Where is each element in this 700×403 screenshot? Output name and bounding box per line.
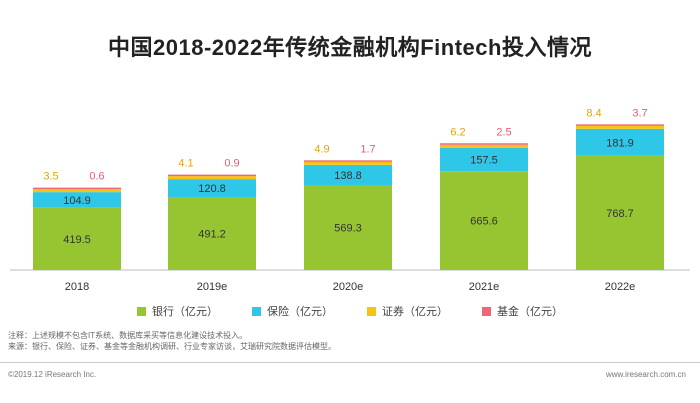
- bar-segment: [576, 128, 664, 156]
- data-label: 419.5: [63, 234, 91, 246]
- bar-segment: [576, 155, 664, 270]
- legend-label: 基金（亿元）: [497, 306, 563, 318]
- legend-label: 银行（亿元）: [152, 306, 218, 318]
- legend-item: 证券（亿元）: [367, 303, 448, 319]
- data-label: 569.3: [334, 223, 362, 235]
- bar-segment: [304, 160, 392, 162]
- footer-divider: [0, 362, 700, 363]
- bar-segment: [440, 147, 528, 172]
- copyright: ©2019.12 iResearch Inc.: [8, 370, 97, 379]
- data-label: 120.8: [198, 183, 226, 195]
- legend-swatch: [482, 306, 491, 316]
- source-line: 来源：银行、保险、证券、基金等金融机构调研、行业专家访谈，艾瑞研究院数据评估模型…: [8, 342, 336, 351]
- data-label: 2.5: [496, 126, 511, 138]
- stacked-bar-chart: 419.5 104.9 3.5 0.6 2018 491.2 120.8 4.1 0.9 2019…: [10, 107, 690, 293]
- data-label: 1.7: [360, 143, 375, 155]
- note-line: 注释：上述规模不包含IT系统、数据库采买等信息化建设技术投入。: [8, 331, 248, 340]
- x-tick-label: 2020e: [333, 281, 364, 293]
- bar-segment: [304, 185, 392, 270]
- bar-segment: [33, 207, 121, 270]
- data-label: 4.1: [178, 158, 193, 170]
- data-label: 4.9: [314, 143, 329, 155]
- chart-title: 中国2018-2022年传统金融机构Fintech投入情况: [108, 35, 592, 60]
- chart-legend: 银行（亿元） 保险（亿元） 证券（亿元） 基金（亿元）: [0, 303, 700, 319]
- legend-label: 证券（亿元）: [382, 306, 448, 318]
- data-label: 491.2: [198, 229, 226, 241]
- x-tick-label: 2021e: [469, 281, 500, 293]
- bar-segment: [168, 174, 256, 177]
- notes: 注释：上述规模不包含IT系统、数据库采买等信息化建设技术投入。 来源：银行、保险…: [8, 330, 336, 352]
- website: www.iresearch.com.cn: [605, 370, 686, 379]
- legend-swatch: [252, 306, 261, 316]
- bar-segment: [304, 161, 392, 165]
- bar-segment: [33, 192, 121, 208]
- data-label: 138.8: [334, 170, 362, 182]
- legend-item: 保险（亿元）: [252, 303, 333, 319]
- bar-segment: [576, 125, 664, 129]
- legend-item: 基金（亿元）: [482, 303, 563, 319]
- data-label: 6.2: [450, 126, 465, 138]
- bar-segment: [440, 144, 528, 148]
- legend-label: 保险（亿元）: [267, 306, 333, 318]
- bar-segment: [440, 143, 528, 145]
- bar-segment: [33, 189, 121, 193]
- data-label: 665.6: [470, 216, 498, 228]
- x-tick-label: 2018: [65, 281, 89, 293]
- legend-item: 银行（亿元）: [137, 303, 218, 319]
- data-label: 8.4: [586, 107, 601, 119]
- bar-segment: [33, 187, 121, 190]
- bar-segment: [168, 197, 256, 270]
- bar-segment: [576, 124, 664, 126]
- data-label: 157.5: [470, 154, 498, 166]
- data-label: 104.9: [63, 195, 91, 207]
- data-label: 768.7: [606, 208, 634, 220]
- legend-swatch: [367, 306, 376, 316]
- bar-segment: [168, 176, 256, 180]
- legend-swatch: [137, 306, 146, 316]
- data-label: 181.9: [606, 137, 634, 149]
- bar-segment: [440, 171, 528, 270]
- x-tick-label: 2019e: [197, 281, 228, 293]
- x-tick-label: 2022e: [605, 281, 636, 293]
- bar-segment: [304, 164, 392, 186]
- data-label: 0.6: [89, 171, 104, 183]
- bar-segment: [168, 179, 256, 198]
- data-label: 3.5: [43, 171, 58, 183]
- data-label: 0.9: [224, 158, 239, 170]
- data-label: 3.7: [632, 107, 647, 119]
